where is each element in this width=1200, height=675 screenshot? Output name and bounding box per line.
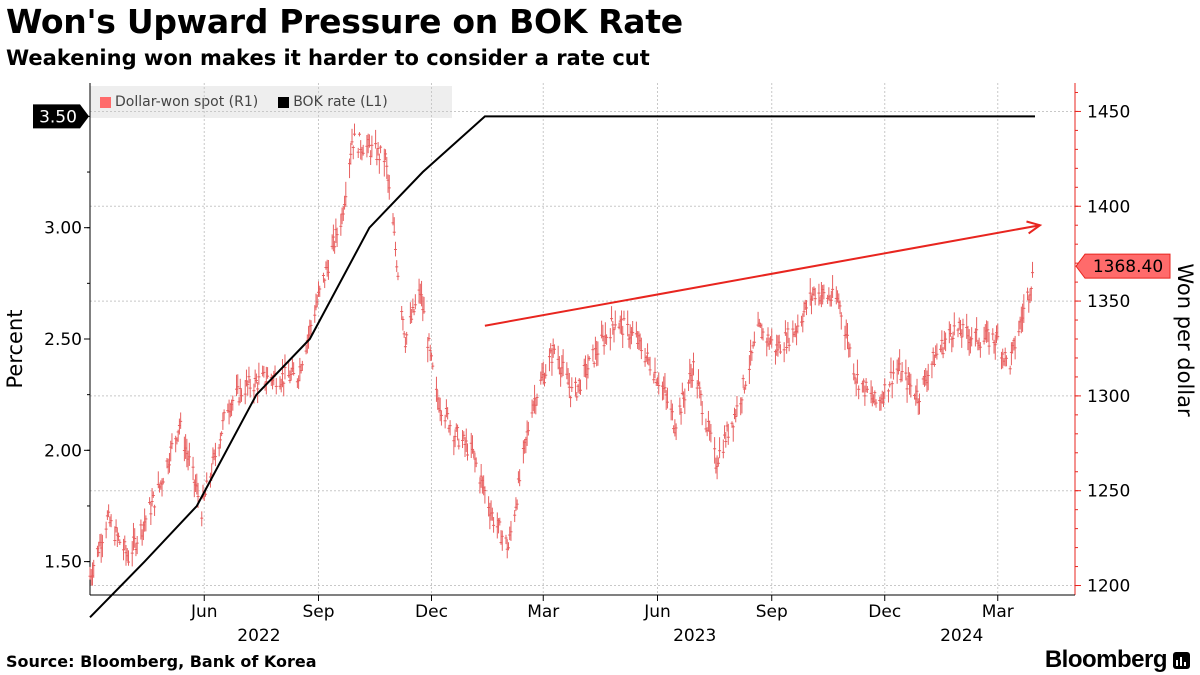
chart-title: Won's Upward Pressure on BOK Rate — [6, 2, 683, 41]
right-tick-label: 1200 — [1087, 577, 1130, 597]
x-tick-label: Mar — [982, 602, 1014, 622]
right-axis-title: Won per dollar — [1173, 263, 1197, 417]
source-note: Source: Bloomberg, Bank of Korea — [6, 652, 317, 671]
legend-swatch-bok — [278, 96, 290, 108]
right-tick-label: 1350 — [1087, 292, 1130, 312]
left-tick-label: 2.00 — [44, 441, 82, 461]
legend-swatch-won — [100, 96, 111, 108]
x-tick-label: Jun — [190, 602, 218, 622]
right-tick-label: 1450 — [1087, 102, 1130, 122]
chart-legend: Dollar-won spot (R1) BOK rate (L1) — [90, 86, 452, 118]
x-year-label: 2023 — [673, 626, 716, 646]
x-year-label: 2024 — [940, 626, 983, 646]
last-value-left-label: 3.50 — [39, 107, 77, 127]
legend-label-bok: BOK rate (L1) — [293, 94, 388, 110]
right-tick-label: 1400 — [1087, 197, 1130, 217]
x-tick-label: Dec — [868, 602, 901, 622]
axes — [84, 83, 1081, 601]
grid-lines — [90, 83, 1075, 595]
x-year-label: 2022 — [237, 626, 280, 646]
left-tick-label: 2.50 — [44, 330, 82, 350]
bok-rate-line — [89, 115, 1035, 619]
trend-arrow-head — [1026, 220, 1043, 235]
last-value-right-label: 1368.40 — [1093, 257, 1163, 277]
legend-item-won: Dollar-won spot (R1) — [100, 94, 258, 110]
legend-item-bok: BOK rate (L1) — [278, 94, 388, 110]
legend-label-won: Dollar-won spot (R1) — [115, 94, 259, 110]
x-tick-label: Sep — [302, 602, 334, 622]
left-axis-title: Percent — [3, 309, 27, 388]
bloomberg-terminal-icon — [1173, 651, 1190, 669]
last-value-right-badge — [1075, 253, 1171, 279]
annotations — [484, 220, 1043, 327]
won-series — [88, 123, 1035, 586]
x-tick-label: Sep — [756, 602, 788, 622]
x-tick-label: Dec — [415, 602, 448, 622]
right-tick-label: 1300 — [1087, 387, 1130, 407]
bok-series — [89, 115, 1035, 619]
x-tick-label: Mar — [527, 602, 559, 622]
x-tick-label: Jun — [643, 602, 671, 622]
trend-arrow-line — [484, 224, 1041, 327]
right-tick-label: 1250 — [1087, 482, 1130, 502]
left-tick-label: 3.00 — [44, 219, 82, 239]
chart-subtitle: Weakening won makes it harder to conside… — [6, 46, 650, 70]
bloomberg-logo: Bloomberg — [1045, 646, 1190, 674]
brand-name: Bloomberg — [1044, 646, 1168, 673]
left-tick-label: 1.50 — [44, 553, 82, 573]
axis-labels: 1.50 2.00 2.50 3.00 1200 1250 1300 1350 1400 1450… — [3, 102, 1197, 646]
last-value-left-badge — [33, 104, 89, 129]
